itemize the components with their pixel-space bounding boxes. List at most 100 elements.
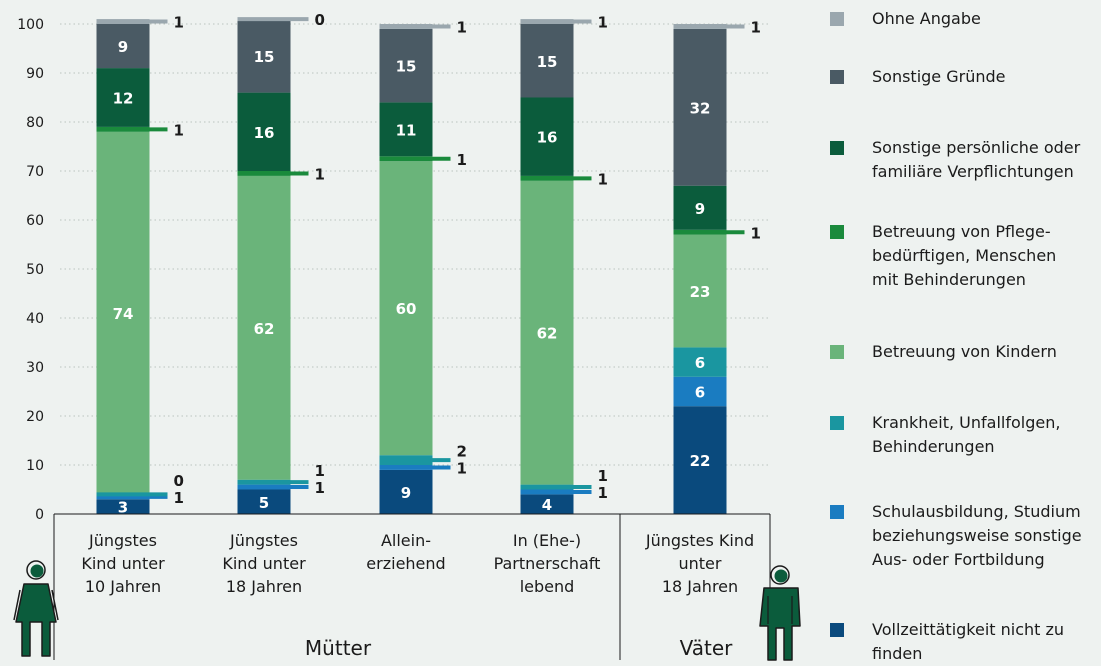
bar-segment (673, 347, 727, 377)
legend-label: Betreuung von Pflege- bedürftigen, Mensc… (872, 222, 1057, 289)
data-label: 15 (396, 58, 417, 76)
data-label: 6 (695, 354, 705, 372)
bar-segment (237, 92, 291, 171)
category-label: Kind unter (81, 554, 165, 573)
legend-swatch-icon (830, 623, 844, 637)
data-labels: 3741291011562161511109601115121146216151… (113, 11, 761, 517)
data-label: 60 (396, 300, 417, 318)
category-labels: Jüngstes Kind unter 10 Jahren Jüngstes Kind … (81, 531, 754, 596)
data-label: 16 (254, 124, 275, 142)
legend-swatch-icon (830, 12, 844, 26)
bar-segment (520, 494, 574, 514)
y-tick-label: 40 (26, 311, 44, 327)
legend-swatch-icon (830, 345, 844, 359)
y-tick-label: 30 (26, 360, 44, 376)
category-label: 18 Jahren (662, 577, 738, 596)
legend-label: Sonstige Gründe (872, 67, 1006, 86)
bar-segment (237, 19, 291, 93)
legend-label: Sonstige persönliche oder familiäre Verp… (872, 138, 1081, 181)
category-label: In (Ehe-) (513, 531, 581, 550)
legend-swatch-icon (830, 505, 844, 519)
legend-label: Krankheit, Unfallfolgen, Behinderungen (872, 413, 1061, 456)
y-tick-label: 50 (26, 262, 44, 278)
legend-swatch-icon (830, 225, 844, 239)
bar-segment (379, 161, 433, 456)
y-tick-label: 90 (26, 66, 44, 82)
axis-decor: Mütter Väter (53, 513, 771, 660)
category-label: 18 Jahren (226, 577, 302, 596)
y-tick-label: 100 (17, 17, 44, 33)
man-figure-icon (759, 565, 801, 661)
data-label: 1 (598, 14, 608, 32)
bar-segment (379, 102, 433, 157)
data-label: 74 (113, 305, 134, 323)
data-label: 1 (457, 18, 467, 36)
group-label-fathers: Väter (680, 636, 734, 660)
category-label: Allein- (381, 531, 431, 550)
data-label: 9 (401, 484, 411, 502)
category-label: Partnerschaft (494, 554, 601, 573)
data-label: 1 (315, 165, 325, 183)
data-label: 3 (118, 499, 128, 517)
data-label: 1 (457, 459, 467, 477)
data-label: 23 (690, 283, 711, 301)
chart-legend: Ohne Angabe Sonstige Gründe Sonstige persö… (828, 0, 1101, 665)
legend-label: Schulausbildung, Studium beziehungsweise… (872, 502, 1082, 569)
data-label: 1 (315, 462, 325, 480)
bar-segment (379, 28, 433, 103)
legend-swatch-icon (830, 141, 844, 155)
data-label: 1 (751, 18, 761, 36)
data-label: 16 (537, 129, 558, 147)
data-label: 9 (118, 38, 128, 56)
data-label: 2 (457, 442, 467, 460)
data-label: 0 (315, 11, 325, 29)
data-label: 1 (174, 489, 184, 507)
data-label: 15 (254, 48, 275, 66)
data-label: 1 (174, 121, 184, 139)
data-label: 12 (113, 90, 134, 108)
data-label: 1 (598, 484, 608, 502)
legend-swatch-icon (830, 70, 844, 84)
data-label: 1 (751, 224, 761, 242)
bar-segment (237, 175, 291, 480)
bar-segment (96, 131, 150, 495)
data-label: 11 (396, 121, 417, 139)
category-label: 10 Jahren (85, 577, 161, 596)
y-tick-label: 70 (26, 164, 44, 180)
group-label-mothers: Mütter (305, 636, 372, 660)
data-label: 6 (695, 384, 705, 402)
data-label: 1 (315, 479, 325, 497)
bars (96, 17, 745, 514)
y-tick-label: 60 (26, 213, 44, 229)
bar-segment (673, 28, 727, 186)
data-label: 1 (598, 467, 608, 485)
y-axis-ticks: 0 10 20 30 40 50 60 70 80 90 100 (17, 17, 44, 523)
category-label: lebend (520, 577, 575, 596)
bar-segment (520, 24, 574, 98)
legend-swatch-icon (830, 416, 844, 430)
data-label: 1 (174, 14, 184, 32)
bar-segment (520, 97, 574, 176)
data-label: 62 (537, 325, 558, 343)
legend-label: Betreuung von Kindern (872, 342, 1057, 361)
bar-segment (379, 469, 433, 514)
data-label: 62 (254, 320, 275, 338)
category-label: Jüngstes Kind (645, 531, 754, 550)
legend-label: Ohne Angabe (872, 9, 981, 28)
data-label: 1 (598, 170, 608, 188)
bar-segment (673, 376, 727, 407)
bar-segment (237, 489, 291, 514)
y-tick-label: 20 (26, 409, 44, 425)
category-label: unter (679, 554, 722, 573)
data-label: 0 (174, 472, 184, 490)
data-label: 22 (690, 452, 711, 470)
bar-segment (96, 24, 150, 69)
data-label: 5 (259, 494, 269, 512)
y-tick-label: 80 (26, 115, 44, 131)
bar-segment (96, 68, 150, 127)
bar-segment (673, 234, 727, 348)
woman-figure-icon (13, 560, 59, 657)
category-label: erziehend (366, 554, 445, 573)
data-label: 1 (457, 151, 467, 169)
